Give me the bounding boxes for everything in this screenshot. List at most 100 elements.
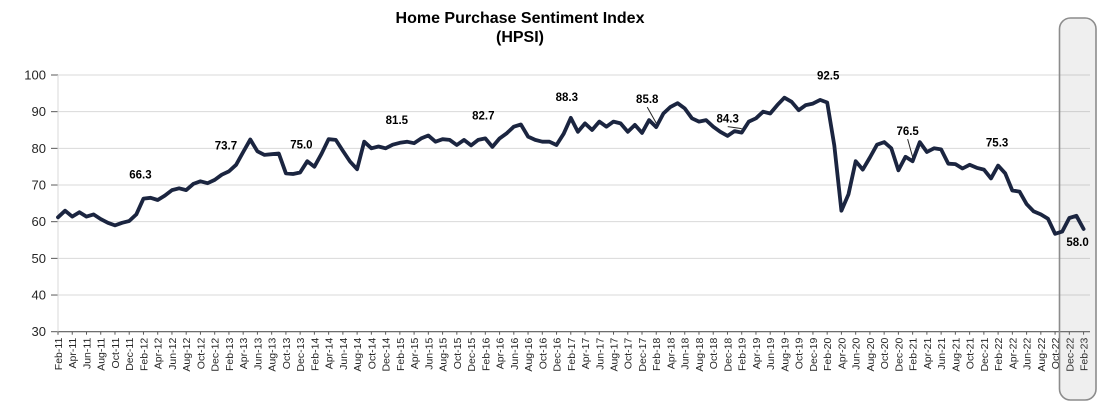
annotation-leader-line xyxy=(727,126,742,130)
x-tick-label: Apr-15 xyxy=(409,338,421,370)
x-tick-label: Oct-14 xyxy=(366,338,378,370)
x-tick-label: Jun-14 xyxy=(338,338,350,370)
x-tick-label: Dec-12 xyxy=(210,338,222,372)
x-tick-label: Feb-19 xyxy=(737,338,749,371)
x-tick-label: Jun-15 xyxy=(423,338,435,370)
x-tick-label: Dec-16 xyxy=(552,338,564,372)
x-tick-label: Dec-14 xyxy=(381,338,393,372)
annotation-leader-line xyxy=(646,106,657,124)
x-tick-label: Oct-13 xyxy=(281,338,293,370)
x-tick-label: Feb-17 xyxy=(566,338,578,371)
y-tick-label: 70 xyxy=(32,178,46,193)
x-tick-label: Apr-16 xyxy=(495,338,507,370)
x-tick-label: Aug-21 xyxy=(950,338,962,372)
annotation-leader-line xyxy=(907,139,914,158)
y-tick-label: 50 xyxy=(32,251,46,266)
x-tick-label: Apr-22 xyxy=(1007,338,1019,370)
x-tick-label: Apr-19 xyxy=(751,338,763,370)
x-tick-label: Dec-21 xyxy=(979,338,991,372)
data-label: 82.7 xyxy=(472,110,494,122)
data-label: 75.0 xyxy=(290,140,312,152)
x-tick-label: Apr-18 xyxy=(665,338,677,370)
data-label: 73.7 xyxy=(215,140,237,152)
data-label: 66.3 xyxy=(129,170,151,182)
x-tick-label: Dec-11 xyxy=(124,338,136,371)
x-tick-label: Aug-19 xyxy=(779,338,791,372)
x-tick-label: Apr-13 xyxy=(238,338,250,370)
data-label: 85.8 xyxy=(636,94,659,106)
y-tick-label: 60 xyxy=(32,214,46,229)
x-tick-label: Aug-11 xyxy=(96,338,108,371)
data-label: 92.5 xyxy=(817,71,840,83)
y-tick-label: 90 xyxy=(32,104,46,119)
x-tick-label: Apr-11 xyxy=(67,338,79,369)
x-tick-label: Aug-12 xyxy=(181,338,193,372)
x-tick-label: Feb-18 xyxy=(651,338,663,371)
x-tick-label: Apr-12 xyxy=(153,338,165,370)
x-tick-label: Oct-17 xyxy=(623,338,635,370)
x-tick-label: Feb-14 xyxy=(309,338,321,371)
data-label: 81.5 xyxy=(386,115,409,127)
data-label: 76.5 xyxy=(896,126,919,138)
x-tick-label: Aug-20 xyxy=(865,338,877,372)
x-tick-label: Jun-16 xyxy=(509,338,521,370)
y-tick-label: 40 xyxy=(32,288,46,303)
x-tick-label: Jun-12 xyxy=(167,338,179,370)
x-tick-label: Jun-22 xyxy=(1022,338,1034,370)
x-tick-label: Dec-22 xyxy=(1064,338,1076,372)
x-tick-label: Feb-20 xyxy=(822,338,834,371)
x-tick-label: Aug-13 xyxy=(267,338,279,372)
y-tick-label: 80 xyxy=(32,141,46,156)
x-tick-label: Oct-16 xyxy=(537,338,549,370)
y-tick-label: 100 xyxy=(24,68,46,83)
x-tick-label: Feb-11 xyxy=(53,338,65,371)
x-tick-label: Feb-23 xyxy=(1079,338,1091,371)
x-tick-label: Aug-18 xyxy=(694,338,706,372)
x-tick-label: Dec-13 xyxy=(295,338,307,372)
x-tick-label: Dec-15 xyxy=(466,338,478,372)
x-tick-label: Apr-21 xyxy=(922,338,934,370)
x-tick-label: Feb-22 xyxy=(993,338,1005,371)
x-tick-label: Dec-18 xyxy=(722,338,734,372)
chart-title-line1: Home Purchase Sentiment Index xyxy=(396,10,645,27)
x-tick-label: Dec-17 xyxy=(637,338,649,372)
x-tick-label: Aug-17 xyxy=(609,338,621,372)
x-tick-label: Aug-22 xyxy=(1036,338,1048,372)
x-tick-label: Aug-14 xyxy=(352,338,364,372)
x-tick-label: Aug-16 xyxy=(523,338,535,372)
x-tick-label: Apr-17 xyxy=(580,338,592,370)
x-tick-label: Feb-21 xyxy=(908,338,920,371)
x-tick-label: Apr-20 xyxy=(836,338,848,370)
x-tick-label: Dec-20 xyxy=(893,338,905,372)
x-tick-label: Oct-20 xyxy=(879,338,891,370)
x-tick-label: Apr-14 xyxy=(324,338,336,370)
x-tick-label: Jun-11 xyxy=(81,338,93,369)
x-tick-label: Jun-19 xyxy=(765,338,777,370)
x-tick-label: Oct-19 xyxy=(794,338,806,370)
x-tick-label: Feb-12 xyxy=(138,338,150,371)
x-tick-label: Feb-15 xyxy=(395,338,407,371)
x-tick-label: Oct-21 xyxy=(965,338,977,370)
x-tick-label: Oct-12 xyxy=(195,338,207,370)
data-label: 58.0 xyxy=(1066,237,1088,249)
data-label: 84.3 xyxy=(717,114,739,126)
x-tick-label: Oct-18 xyxy=(708,338,720,370)
x-tick-label: Feb-16 xyxy=(480,338,492,371)
x-tick-label: Feb-13 xyxy=(224,338,236,371)
y-tick-label: 30 xyxy=(32,324,46,339)
data-label: 75.3 xyxy=(986,138,1008,150)
x-tick-label: Oct-11 xyxy=(110,338,122,369)
x-tick-label: Dec-19 xyxy=(808,338,820,372)
x-tick-label: Oct-15 xyxy=(452,338,464,370)
x-tick-label: Jun-17 xyxy=(594,338,606,370)
data-label: 88.3 xyxy=(556,92,578,104)
highlight-box xyxy=(1058,17,1097,401)
x-tick-label: Aug-15 xyxy=(438,338,450,372)
x-tick-label: Jun-20 xyxy=(851,338,863,370)
x-tick-label: Jun-21 xyxy=(936,338,948,370)
hpsi-trend-line xyxy=(56,95,1086,236)
chart-title-line2: (HPSI) xyxy=(496,29,544,46)
x-tick-label: Jun-13 xyxy=(252,338,264,370)
